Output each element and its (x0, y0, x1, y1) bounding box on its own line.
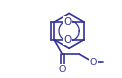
Text: O: O (63, 17, 72, 27)
Text: O: O (90, 58, 97, 67)
Text: O: O (63, 35, 72, 45)
Text: O: O (59, 65, 66, 74)
